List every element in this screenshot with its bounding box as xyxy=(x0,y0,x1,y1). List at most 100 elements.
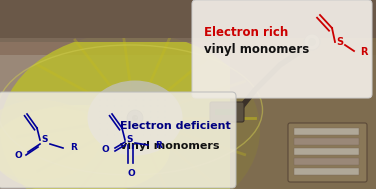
Circle shape xyxy=(164,122,166,124)
Text: R: R xyxy=(155,140,162,149)
Text: vinyl monomers: vinyl monomers xyxy=(120,141,220,151)
Circle shape xyxy=(135,105,137,107)
FancyBboxPatch shape xyxy=(288,123,367,182)
Text: S: S xyxy=(127,136,133,145)
Circle shape xyxy=(121,105,123,107)
Circle shape xyxy=(99,128,101,130)
Circle shape xyxy=(157,134,159,136)
Circle shape xyxy=(99,117,101,118)
Circle shape xyxy=(106,128,108,130)
Circle shape xyxy=(143,99,144,101)
Circle shape xyxy=(164,99,166,101)
Circle shape xyxy=(164,128,166,130)
Circle shape xyxy=(150,128,152,130)
Circle shape xyxy=(128,117,130,118)
Circle shape xyxy=(157,105,159,107)
Circle shape xyxy=(128,128,130,130)
Bar xyxy=(294,158,359,165)
Circle shape xyxy=(99,122,101,124)
Text: O: O xyxy=(127,169,135,177)
Circle shape xyxy=(132,115,138,121)
Circle shape xyxy=(143,134,144,136)
Bar xyxy=(230,0,376,189)
Circle shape xyxy=(114,99,115,101)
Circle shape xyxy=(106,122,108,124)
Circle shape xyxy=(308,38,316,46)
Circle shape xyxy=(121,99,123,101)
Circle shape xyxy=(114,134,115,136)
Text: Electron rich: Electron rich xyxy=(204,26,288,39)
Circle shape xyxy=(128,134,130,136)
Bar xyxy=(294,148,359,155)
Bar xyxy=(0,0,376,55)
Circle shape xyxy=(157,111,159,112)
Text: R: R xyxy=(360,47,367,57)
Circle shape xyxy=(164,117,166,118)
Circle shape xyxy=(143,122,144,124)
Text: S: S xyxy=(42,136,48,145)
Text: S: S xyxy=(337,37,344,47)
Circle shape xyxy=(99,134,101,136)
Text: O: O xyxy=(101,146,109,154)
Circle shape xyxy=(157,99,159,101)
Circle shape xyxy=(150,117,152,118)
Circle shape xyxy=(99,99,101,101)
Text: R: R xyxy=(70,143,77,153)
Circle shape xyxy=(128,122,130,124)
Circle shape xyxy=(164,111,166,112)
Circle shape xyxy=(135,99,137,101)
Text: Electron deficient: Electron deficient xyxy=(120,121,231,131)
Circle shape xyxy=(304,34,320,50)
Circle shape xyxy=(121,128,123,130)
Text: vinyl monomers: vinyl monomers xyxy=(204,43,309,57)
Circle shape xyxy=(121,111,123,112)
Circle shape xyxy=(150,122,152,124)
Circle shape xyxy=(121,122,123,124)
Ellipse shape xyxy=(0,100,100,180)
Text: O: O xyxy=(14,152,22,160)
Circle shape xyxy=(157,122,159,124)
Circle shape xyxy=(106,134,108,136)
Circle shape xyxy=(106,99,108,101)
Bar xyxy=(0,0,376,38)
Circle shape xyxy=(114,117,115,118)
Circle shape xyxy=(99,111,101,112)
Circle shape xyxy=(157,128,159,130)
Ellipse shape xyxy=(0,105,170,189)
Circle shape xyxy=(128,111,130,112)
FancyBboxPatch shape xyxy=(210,102,244,122)
Bar xyxy=(215,109,235,115)
Circle shape xyxy=(143,105,144,107)
Ellipse shape xyxy=(0,33,260,189)
Bar xyxy=(294,138,359,145)
Circle shape xyxy=(128,99,130,101)
Circle shape xyxy=(114,105,115,107)
Circle shape xyxy=(150,111,152,112)
Circle shape xyxy=(143,117,144,118)
Circle shape xyxy=(135,128,137,130)
Circle shape xyxy=(150,99,152,101)
Circle shape xyxy=(121,117,123,118)
Circle shape xyxy=(143,111,144,112)
Circle shape xyxy=(114,122,115,124)
Circle shape xyxy=(157,117,159,118)
Circle shape xyxy=(121,134,123,136)
Circle shape xyxy=(128,105,130,107)
FancyBboxPatch shape xyxy=(192,0,372,98)
Circle shape xyxy=(114,128,115,130)
Circle shape xyxy=(114,111,115,112)
Bar xyxy=(294,128,359,135)
Circle shape xyxy=(164,105,166,107)
Circle shape xyxy=(106,111,108,112)
FancyBboxPatch shape xyxy=(0,92,236,188)
Circle shape xyxy=(143,128,144,130)
Bar xyxy=(294,168,359,175)
Circle shape xyxy=(127,110,143,126)
Circle shape xyxy=(106,117,108,118)
Circle shape xyxy=(106,105,108,107)
Bar xyxy=(0,0,376,42)
Circle shape xyxy=(135,117,137,118)
Circle shape xyxy=(135,122,137,124)
Circle shape xyxy=(150,105,152,107)
Ellipse shape xyxy=(88,81,182,156)
